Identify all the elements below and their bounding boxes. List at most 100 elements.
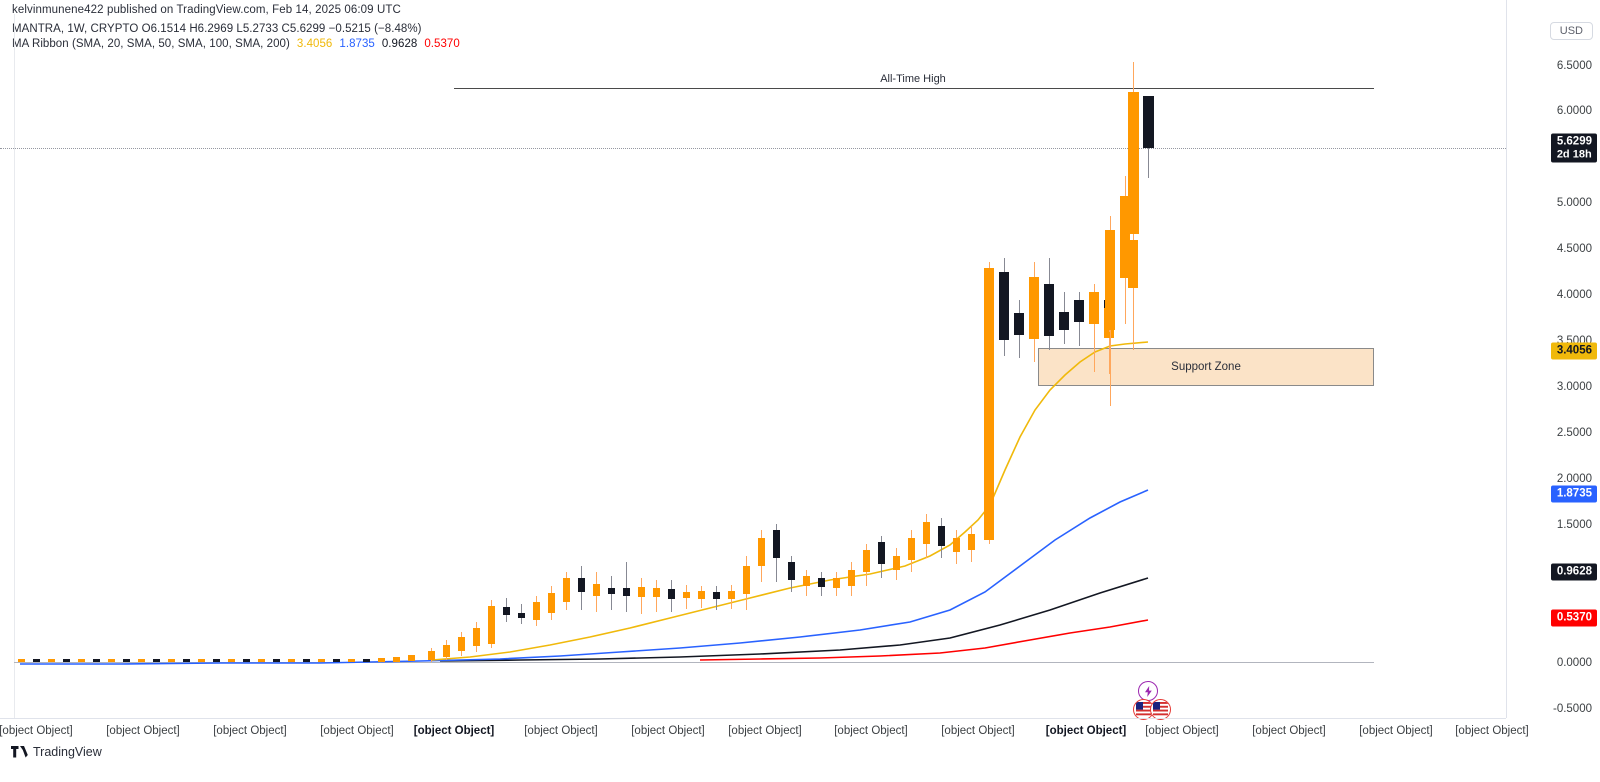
- candle-body: [1044, 284, 1054, 336]
- all-time-high-line[interactable]: [454, 88, 1374, 89]
- price-tick: 6.5000: [1556, 60, 1592, 72]
- time-tick: [object Object]: [213, 725, 287, 737]
- candle-body: [788, 562, 795, 580]
- time-tick: [object Object]: [941, 725, 1015, 737]
- candle-body: [548, 593, 555, 613]
- candle-wick: [1109, 326, 1110, 374]
- candle-body: [533, 602, 540, 620]
- sma100-line: [439, 577, 1149, 662]
- candle-body: [608, 588, 615, 594]
- time-tick: [object Object]: [0, 725, 73, 737]
- sma20-line: [431, 341, 1149, 661]
- candle-body: [878, 542, 885, 564]
- candle-body: [563, 578, 570, 602]
- legend-symbol-row[interactable]: MANTRA, 1W, CRYPTO O6.1514 H6.2969 L5.27…: [12, 22, 460, 37]
- candle-body: [908, 538, 915, 560]
- candle-body: [1128, 240, 1138, 288]
- candle-body: [1014, 313, 1024, 335]
- candle-body: [1105, 230, 1115, 330]
- candle-body: [728, 591, 735, 599]
- candle-body: [363, 659, 370, 662]
- time-tick: [object Object]: [1145, 725, 1219, 737]
- sma200-line: [699, 619, 1149, 661]
- legend-symbol-text: MANTRA, 1W, CRYPTO O6.1514 H6.2969 L5.27…: [12, 23, 422, 35]
- candle-body: [999, 272, 1009, 340]
- us-flag-glyph: [1153, 702, 1168, 717]
- time-tick: [object Object]: [1045, 725, 1127, 737]
- price-tick: 4.0000: [1556, 289, 1592, 301]
- price-axis[interactable]: USD 6.5000 6.0000 5.0000 4.5000 4.0000 3…: [1506, 0, 1600, 718]
- candle-body: [848, 570, 855, 586]
- candle-body: [668, 589, 675, 599]
- candle-wick: [1094, 284, 1095, 372]
- chart-plot-area[interactable]: All-Time High Support Zone: [0, 0, 1506, 720]
- legend-sma200-value: 0.5370: [424, 38, 460, 50]
- candle-body: [458, 637, 465, 651]
- candle-body: [503, 607, 510, 615]
- candle-body: [393, 657, 400, 662]
- candle-body: [893, 556, 900, 570]
- candle-body: [1029, 277, 1039, 339]
- candle-body: [378, 658, 385, 662]
- price-tick: 4.5000: [1556, 243, 1592, 255]
- candle-body: [1059, 312, 1069, 330]
- candle-body: [953, 538, 960, 552]
- sma20-price-badge[interactable]: 3.4056: [1550, 342, 1597, 360]
- price-tick: 2.0000: [1556, 473, 1592, 485]
- current-price-line: [0, 148, 1506, 149]
- candle-body: [984, 268, 994, 540]
- candle-body: [408, 655, 415, 661]
- candle-body: [923, 522, 930, 544]
- time-tick: [object Object]: [1359, 725, 1433, 737]
- candle-body: [153, 659, 160, 662]
- tradingview-brand-text: TradingView: [33, 745, 102, 759]
- candle-body: [758, 538, 765, 566]
- candle-body: [593, 584, 600, 596]
- legend-sma20-value: 3.4056: [296, 38, 333, 50]
- candle-body: [623, 588, 630, 596]
- time-tick: [object Object]: [1252, 725, 1326, 737]
- time-axis[interactable]: [object Object] [object Object] [object …: [0, 718, 1529, 743]
- sma200-price-badge[interactable]: 0.5370: [1550, 609, 1597, 627]
- candle-body: [518, 613, 525, 618]
- candle-body: [1120, 196, 1130, 278]
- all-time-high-label: All-Time High: [880, 73, 946, 85]
- zero-baseline: [14, 662, 1374, 663]
- candle-body: [698, 591, 705, 599]
- tradingview-brand[interactable]: TradingView: [11, 745, 102, 759]
- candle-body: [348, 659, 355, 662]
- candle-body: [243, 659, 250, 662]
- candle-body: [833, 578, 840, 588]
- attribution-text: kelvinmunene422 published on TradingView…: [12, 4, 401, 16]
- candle-body: [303, 659, 310, 662]
- plot-left-border: [14, 14, 15, 718]
- sma100-price-badge[interactable]: 0.9628: [1550, 563, 1597, 581]
- candle-body: [183, 659, 190, 662]
- sma50-price-badge[interactable]: 1.8735: [1550, 485, 1597, 503]
- bolt-icon[interactable]: [1138, 681, 1158, 701]
- sma50-line: [20, 489, 1149, 665]
- currency-pill[interactable]: USD: [1549, 22, 1593, 40]
- legend-sma100-value: 0.9628: [381, 38, 418, 50]
- candle-body: [818, 578, 825, 587]
- candle-body: [938, 526, 945, 546]
- time-tick: [object Object]: [524, 725, 598, 737]
- legend-sma50-value: 1.8735: [339, 38, 375, 50]
- candle-body: [48, 659, 55, 662]
- us-flag-icon-right[interactable]: [1150, 699, 1171, 720]
- candle-body: [213, 659, 220, 662]
- candle-body: [773, 530, 780, 558]
- current-price-badge[interactable]: 5.6299 2d 18h: [1550, 133, 1597, 163]
- time-tick: [object Object]: [834, 725, 908, 737]
- candle-body: [713, 592, 720, 599]
- legend-indicator-row[interactable]: MA Ribbon (SMA, 20, SMA, 50, SMA, 100, S…: [12, 37, 460, 52]
- candle-body: [33, 659, 40, 662]
- tradingview-logo-icon: [11, 746, 28, 758]
- candle-body: [93, 659, 100, 662]
- candle-body: [578, 578, 585, 592]
- candle-body: [743, 566, 750, 594]
- candle-body: [138, 659, 145, 662]
- candle-body: [1104, 332, 1114, 338]
- candle-body: [488, 606, 495, 644]
